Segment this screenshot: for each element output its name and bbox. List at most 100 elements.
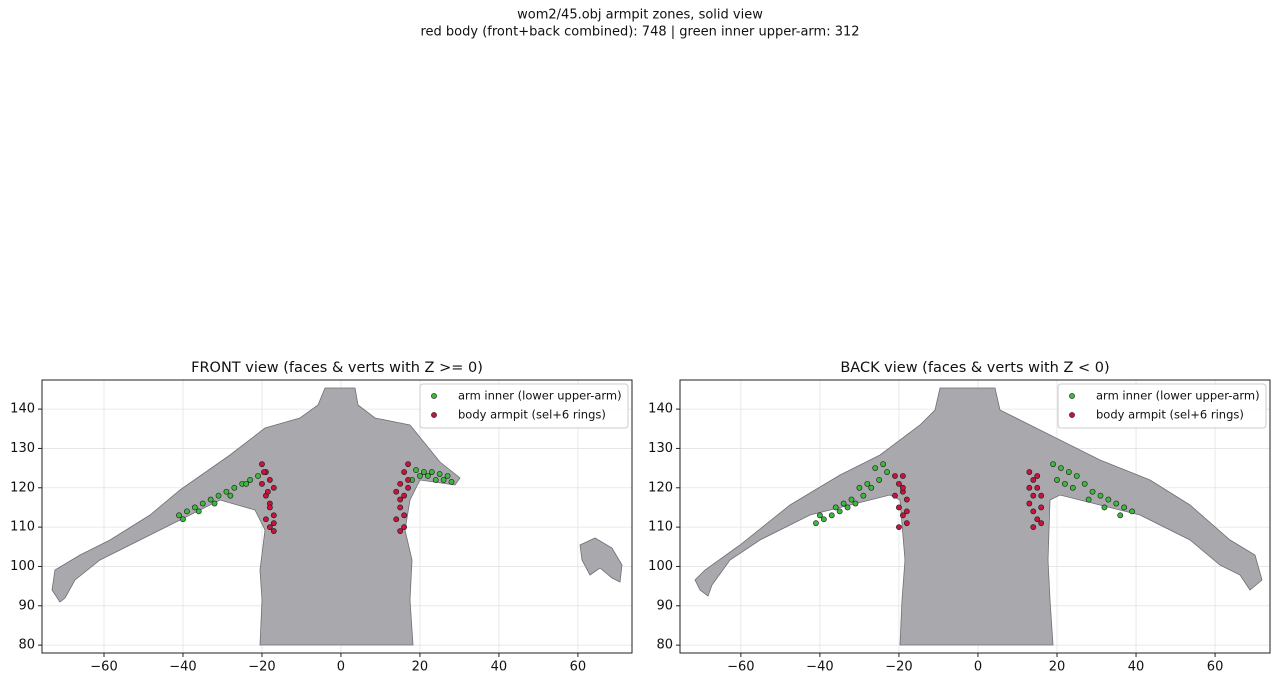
scatter-point bbox=[828, 512, 835, 519]
legend-marker bbox=[431, 393, 437, 399]
scatter-point bbox=[1054, 477, 1060, 483]
scatter-point bbox=[820, 516, 827, 523]
y-tick-label: 90 bbox=[656, 598, 673, 613]
scatter-point bbox=[184, 508, 190, 515]
scatter-point bbox=[397, 480, 404, 487]
scatter-point bbox=[1030, 524, 1037, 531]
scatter-point bbox=[424, 473, 431, 479]
body-mesh bbox=[51, 387, 623, 646]
scatter-point bbox=[1105, 496, 1112, 503]
scatter-point bbox=[440, 477, 447, 483]
scatter-point bbox=[860, 492, 867, 499]
x-tick-label: 0 bbox=[337, 660, 345, 675]
x-tick-label: 60 bbox=[1207, 660, 1224, 675]
scatter-point bbox=[1030, 508, 1037, 515]
legend-label: arm inner (lower upper-arm) bbox=[458, 389, 622, 403]
scatter-point bbox=[263, 516, 269, 523]
y-tick-label: 130 bbox=[10, 441, 35, 456]
scatter-point bbox=[848, 496, 855, 503]
scatter-point bbox=[832, 504, 839, 511]
scatter-point bbox=[1073, 473, 1080, 479]
y-tick-label: 140 bbox=[10, 402, 35, 417]
suptitle: wom2/45.obj armpit zones, solid view bbox=[517, 8, 763, 23]
scatter-point bbox=[813, 520, 819, 527]
scatter-point bbox=[868, 484, 875, 491]
scatter-point bbox=[393, 516, 400, 523]
scatter-point bbox=[195, 508, 202, 515]
scatter-point bbox=[211, 500, 218, 507]
x-tick-label: −40 bbox=[806, 660, 833, 675]
legend-label: body armpit (sel+6 rings) bbox=[458, 408, 606, 422]
scatter-point bbox=[1026, 500, 1033, 507]
scatter-point bbox=[840, 500, 847, 507]
scatter-point bbox=[899, 473, 906, 479]
y-tick-label: 80 bbox=[656, 638, 673, 653]
scatter-point bbox=[903, 508, 910, 515]
x-tick-label: −20 bbox=[248, 660, 275, 675]
y-tick-label: 90 bbox=[18, 598, 35, 613]
scatter-point bbox=[1129, 508, 1135, 515]
scatter-point bbox=[266, 524, 273, 531]
scatter-point bbox=[191, 504, 198, 511]
scatter-point bbox=[1034, 516, 1041, 523]
scatter-point bbox=[896, 524, 902, 531]
scatter-point bbox=[413, 467, 419, 473]
scatter-point bbox=[880, 461, 887, 468]
suptitle: red body (front+back combined): 748 | gr… bbox=[420, 25, 859, 40]
x-tick-label: −20 bbox=[885, 660, 912, 675]
scatter-point bbox=[270, 484, 277, 491]
scatter-point bbox=[180, 516, 186, 523]
scatter-point bbox=[1101, 504, 1108, 511]
scatter-point bbox=[401, 469, 408, 475]
scatter-point bbox=[884, 469, 890, 475]
scatter-point bbox=[899, 484, 906, 491]
y-tick-label: 120 bbox=[10, 480, 35, 495]
scatter-point bbox=[405, 477, 411, 483]
scatter-point bbox=[259, 480, 265, 487]
scatter-point bbox=[223, 488, 230, 495]
x-tick-label: −60 bbox=[727, 660, 754, 675]
scatter-point bbox=[816, 512, 823, 519]
scatter-point bbox=[844, 504, 851, 511]
scatter-point bbox=[215, 492, 222, 499]
y-tick-label: 100 bbox=[648, 559, 673, 574]
x-tick-label: 20 bbox=[1049, 660, 1066, 675]
legend-box bbox=[419, 383, 629, 429]
y-tick-label: 100 bbox=[10, 559, 35, 574]
scatter-point bbox=[1034, 473, 1041, 479]
scatter-point bbox=[892, 492, 898, 499]
scatter-point bbox=[1026, 469, 1033, 475]
scatter-point bbox=[261, 469, 267, 475]
scatter-point bbox=[436, 471, 443, 477]
scatter-point bbox=[872, 465, 879, 472]
x-tick-label: 40 bbox=[491, 660, 508, 675]
scatter-point bbox=[207, 496, 214, 503]
scatter-point bbox=[1038, 492, 1045, 499]
scatter-point bbox=[270, 520, 277, 527]
scatter-point bbox=[243, 480, 250, 487]
scatter-point bbox=[417, 473, 423, 479]
y-tick-label: 120 bbox=[648, 480, 673, 495]
scatter-point bbox=[876, 477, 883, 483]
axes-frame bbox=[41, 379, 633, 654]
scatter-point bbox=[247, 477, 254, 483]
scatter-point bbox=[1121, 504, 1128, 511]
x-tick-label: −40 bbox=[169, 660, 196, 675]
scatter-point bbox=[896, 480, 902, 487]
scatter-point bbox=[1117, 512, 1124, 519]
scatter-point bbox=[405, 461, 411, 468]
scatter-point bbox=[199, 500, 206, 507]
legend-label: body armpit (sel+6 rings) bbox=[1096, 408, 1244, 422]
scatter-point bbox=[397, 528, 404, 534]
scatter-point bbox=[259, 461, 265, 468]
y-tick-label: 80 bbox=[18, 638, 35, 653]
scatter-point bbox=[401, 524, 408, 531]
scatter-point bbox=[1081, 480, 1088, 487]
scatter-point bbox=[401, 512, 408, 519]
legend-marker bbox=[1069, 412, 1075, 418]
scatter-point bbox=[1069, 484, 1076, 491]
x-tick-label: 40 bbox=[1128, 660, 1145, 675]
scatter-point bbox=[1089, 488, 1096, 495]
scatter-point bbox=[397, 496, 404, 503]
